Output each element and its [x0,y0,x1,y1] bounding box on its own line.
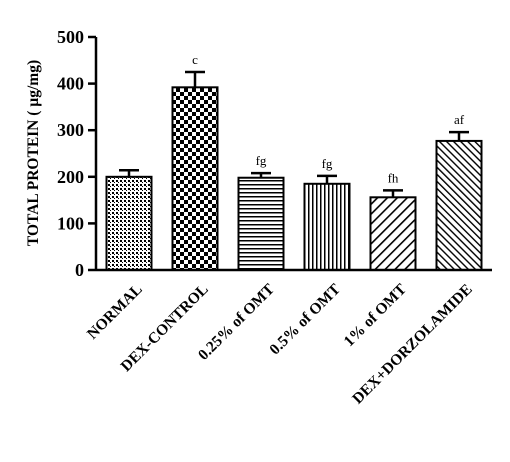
significance-label-2: fg [256,153,267,168]
y-ticks: 0 100 200 300 400 500 [57,27,96,280]
y-tick-label: 100 [57,213,84,233]
bar-3 [303,182,351,271]
y-tick-label: 200 [57,167,84,187]
bars-layer: c fg fg fh af [105,52,483,271]
bar-4 [369,196,417,271]
y-tick-label: 300 [57,120,84,140]
bar-0 [105,175,153,271]
x-category-label-3: 0.5% of OMT [266,280,344,358]
x-category-label-0: NORMAL [84,281,146,343]
bar-5 [435,139,483,271]
significance-label-3: fg [322,156,333,171]
x-category-label-5: DEX+DORZOLAMIDE [349,281,476,408]
y-tick-label: 400 [57,74,84,94]
y-tick-label: 0 [75,260,84,280]
significance-label-4: fh [388,170,399,185]
axis-layer [94,37,492,272]
y-tick-label: 500 [57,27,84,47]
x-category-label-4: 1% of OMT [341,280,411,350]
significance-label-5: af [454,112,465,127]
significance-label-1: c [192,52,198,67]
y-axis-label: TOTAL PROTEIN ( µg/mg) [25,60,42,246]
bar-2 [237,176,285,271]
bar-1 [171,86,219,271]
